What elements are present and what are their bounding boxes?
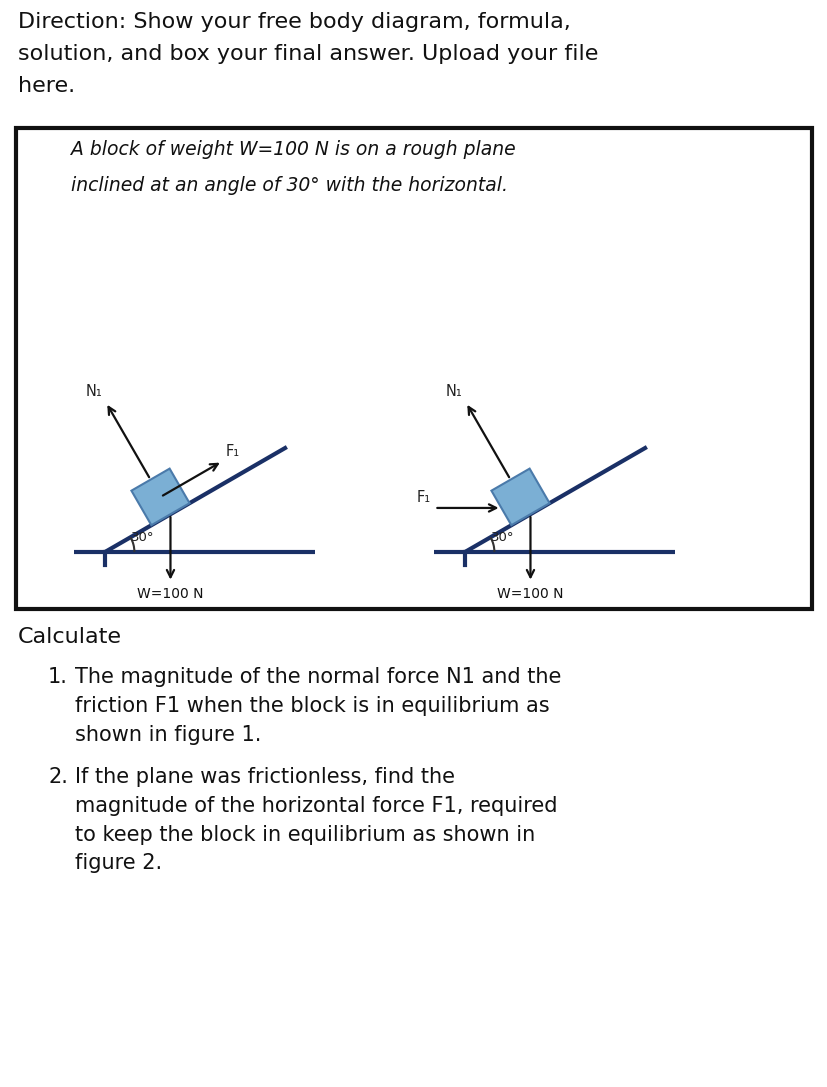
Text: 1.: 1.	[48, 667, 68, 687]
Text: F₁: F₁	[416, 490, 430, 505]
Text: F₁: F₁	[225, 445, 239, 459]
Text: 30°: 30°	[491, 530, 514, 544]
Text: 30°: 30°	[131, 530, 155, 544]
Polygon shape	[131, 468, 189, 525]
Text: Direction: Show your free body diagram, formula,: Direction: Show your free body diagram, …	[18, 12, 570, 32]
Bar	[16, 128, 811, 609]
Text: N₁: N₁	[85, 385, 102, 399]
Text: solution, and box your final answer. Upload your file: solution, and box your final answer. Upl…	[18, 43, 598, 64]
Text: W=100 N: W=100 N	[497, 587, 563, 601]
Text: W=100 N: W=100 N	[137, 587, 203, 601]
Text: The magnitude of the normal force N1 and the
friction F1 when the block is in eq: The magnitude of the normal force N1 and…	[75, 667, 561, 745]
Text: Calculate: Calculate	[18, 627, 122, 647]
Text: here.: here.	[18, 76, 75, 96]
Text: A block of weight W=100 N is on a rough plane: A block of weight W=100 N is on a rough …	[71, 140, 515, 159]
Text: If the plane was frictionless, find the
magnitude of the horizontal force F1, re: If the plane was frictionless, find the …	[75, 767, 557, 873]
Text: inclined at an angle of 30° with the horizontal.: inclined at an angle of 30° with the hor…	[71, 176, 508, 195]
Text: 2.: 2.	[48, 767, 68, 787]
Polygon shape	[491, 468, 549, 525]
Text: N₁: N₁	[445, 385, 461, 399]
